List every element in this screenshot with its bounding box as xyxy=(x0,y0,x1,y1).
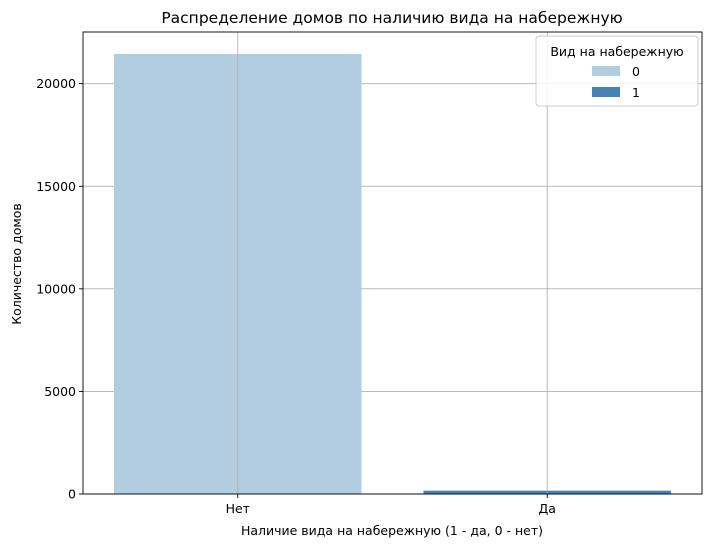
chart-title: Распределение домов по наличию вида на н… xyxy=(161,9,622,27)
x-axis-ticks: Нет Да xyxy=(226,494,556,516)
y-tick-label: 10000 xyxy=(36,281,76,296)
x-tick-label: Нет xyxy=(226,501,250,516)
y-axis-label: Количество домов xyxy=(9,203,24,325)
bars xyxy=(113,53,672,495)
y-tick-label: 20000 xyxy=(36,76,76,91)
vertical-grid-lines xyxy=(237,32,548,494)
legend-label-0: 0 xyxy=(632,64,640,79)
y-axis-ticks: 0 5000 10000 15000 20000 xyxy=(36,76,83,502)
x-axis-label: Наличие вида на набережную (1 - да, 0 - … xyxy=(241,523,543,538)
y-tick-label: 5000 xyxy=(44,384,76,399)
x-tick-label: Да xyxy=(539,501,556,516)
legend-title: Вид на набережную xyxy=(550,44,683,59)
legend-label-1: 1 xyxy=(632,85,640,100)
plot-frame xyxy=(82,31,703,495)
plot-area: 0 5000 10000 15000 20000 Нет Да xyxy=(36,31,703,516)
legend-swatch-0 xyxy=(592,66,620,76)
y-tick-label: 0 xyxy=(68,487,76,502)
y-tick-label: 15000 xyxy=(36,179,76,194)
legend-items: 01 xyxy=(592,64,640,100)
legend: Вид на набережную 01 xyxy=(535,35,699,107)
legend-swatch-1 xyxy=(592,87,620,97)
